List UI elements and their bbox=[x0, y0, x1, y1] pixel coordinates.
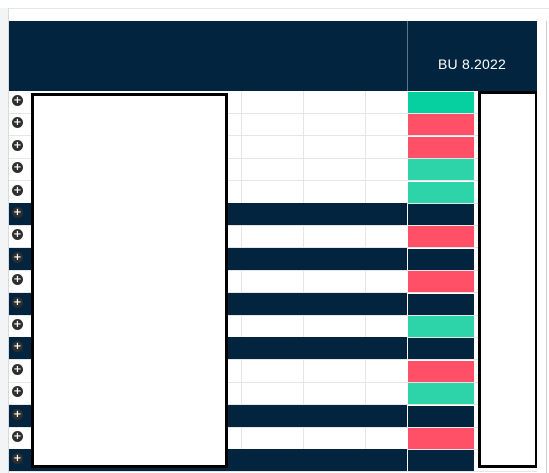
cell-divider bbox=[303, 158, 304, 181]
plus-circle-icon[interactable]: + bbox=[12, 184, 23, 196]
cell-divider bbox=[365, 113, 366, 136]
status-cell[interactable] bbox=[408, 248, 474, 270]
plus-circle-icon[interactable]: + bbox=[12, 162, 23, 174]
plus-circle-icon[interactable]: + bbox=[12, 274, 23, 286]
cell-divider bbox=[303, 113, 304, 136]
cell-divider bbox=[241, 315, 242, 337]
plus-circle-icon[interactable]: + bbox=[12, 229, 23, 241]
status-cell[interactable] bbox=[408, 316, 474, 337]
cell-divider bbox=[365, 359, 366, 382]
table-row[interactable]: + bbox=[9, 135, 537, 159]
cell-divider bbox=[303, 270, 304, 293]
table-row[interactable]: + bbox=[9, 359, 537, 383]
cell-divider bbox=[241, 225, 242, 248]
cell-divider bbox=[303, 180, 304, 203]
status-cell[interactable] bbox=[408, 114, 474, 136]
status-cell[interactable] bbox=[408, 383, 474, 405]
table-row[interactable]: + bbox=[9, 113, 537, 137]
plus-circle-icon[interactable]: + bbox=[12, 251, 23, 263]
cell-divider bbox=[303, 427, 304, 449]
cell-divider bbox=[365, 315, 366, 337]
status-cell[interactable] bbox=[408, 271, 474, 293]
status-cell[interactable] bbox=[408, 136, 474, 158]
plus-circle-icon[interactable]: + bbox=[12, 408, 23, 420]
plus-circle-icon[interactable]: + bbox=[12, 207, 23, 218]
cell-divider bbox=[303, 225, 304, 248]
status-cell[interactable] bbox=[408, 293, 474, 315]
cell-divider bbox=[365, 158, 366, 181]
cell-divider bbox=[365, 225, 366, 248]
cell-divider bbox=[365, 91, 366, 113]
status-cell[interactable] bbox=[408, 226, 474, 248]
cell-divider bbox=[365, 382, 366, 405]
status-cell[interactable] bbox=[408, 405, 474, 427]
plus-circle-icon[interactable]: + bbox=[12, 386, 23, 398]
cell-divider bbox=[365, 180, 366, 203]
column-header-bu[interactable]: BU 8.2022 bbox=[438, 56, 506, 72]
redacted-value-column bbox=[478, 91, 538, 468]
status-cell[interactable] bbox=[408, 92, 474, 113]
plus-circle-icon[interactable]: + bbox=[12, 296, 23, 308]
cell-divider bbox=[241, 382, 242, 405]
cell-divider bbox=[241, 158, 242, 181]
status-cell[interactable] bbox=[408, 181, 474, 203]
plus-circle-icon[interactable]: + bbox=[12, 363, 23, 375]
cell-divider bbox=[365, 427, 366, 449]
plus-circle-icon[interactable]: + bbox=[12, 139, 23, 151]
plus-circle-icon[interactable]: + bbox=[12, 117, 23, 129]
cell-divider bbox=[241, 270, 242, 293]
cell-divider bbox=[303, 91, 304, 113]
status-cell[interactable] bbox=[408, 338, 474, 360]
cell-divider bbox=[241, 91, 242, 113]
redacted-label-column bbox=[31, 93, 228, 468]
status-cell[interactable] bbox=[408, 428, 474, 449]
sheet-right-border bbox=[546, 21, 547, 473]
status-cell[interactable] bbox=[408, 204, 474, 225]
cell-divider bbox=[241, 113, 242, 136]
cell-divider bbox=[303, 315, 304, 337]
cell-divider bbox=[241, 180, 242, 203]
table-row[interactable]: + bbox=[9, 91, 537, 114]
cell-divider bbox=[365, 135, 366, 158]
header-divider bbox=[407, 21, 408, 91]
plus-circle-icon[interactable]: + bbox=[12, 95, 23, 106]
top-toolbar-strip bbox=[0, 0, 549, 9]
cell-divider bbox=[241, 135, 242, 158]
cell-divider bbox=[365, 270, 366, 293]
cell-divider bbox=[303, 359, 304, 382]
plus-circle-icon[interactable]: + bbox=[12, 319, 23, 330]
cell-divider bbox=[303, 135, 304, 158]
sheet-right-margin bbox=[537, 21, 549, 473]
plus-circle-icon[interactable]: + bbox=[12, 431, 23, 442]
table-row[interactable]: + bbox=[9, 158, 537, 182]
status-cell[interactable] bbox=[408, 159, 474, 181]
plus-circle-icon[interactable]: + bbox=[12, 453, 23, 465]
status-cell[interactable] bbox=[408, 360, 474, 382]
cell-divider bbox=[241, 427, 242, 449]
cell-divider bbox=[241, 359, 242, 382]
cell-divider bbox=[303, 382, 304, 405]
status-cell[interactable] bbox=[408, 450, 474, 472]
plus-circle-icon[interactable]: + bbox=[12, 341, 23, 353]
table-header-band bbox=[9, 21, 537, 91]
row-gutter bbox=[0, 8, 9, 473]
